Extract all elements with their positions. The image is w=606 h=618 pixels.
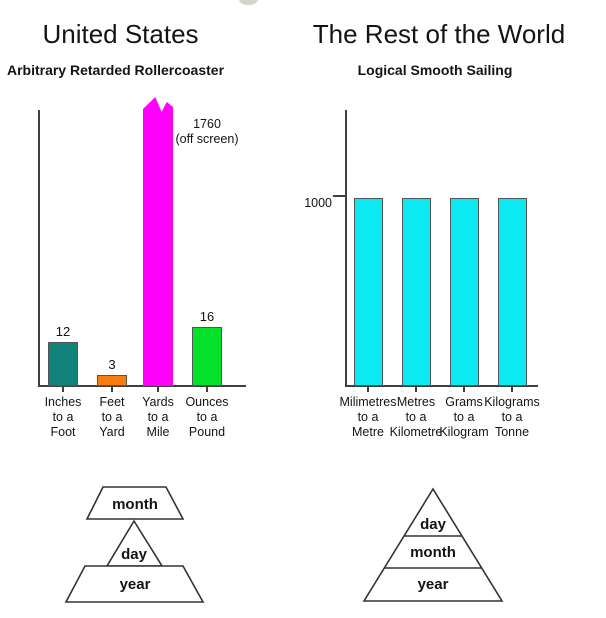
- x-tick-1: [111, 387, 113, 392]
- month-label: month: [112, 496, 158, 513]
- x-tick-2: [157, 387, 159, 392]
- world-y-tick-label: 1000: [304, 196, 332, 210]
- left-subtitle: Arbitrary Retarded Rollercoaster: [6, 62, 225, 78]
- bar-value-label-3: 16: [199, 309, 215, 324]
- us-y-axis: [38, 110, 40, 387]
- right-subtitle: Logical Smooth Sailing: [357, 62, 513, 78]
- bar-1: [401, 198, 431, 386]
- right-title: The Rest of the World: [312, 19, 566, 49]
- x-tick-0: [62, 387, 64, 392]
- category-label-3: Kilograms to a Tonne: [484, 395, 540, 439]
- world-x-axis: [345, 385, 538, 387]
- category-label-2: Yards to a Mile: [142, 395, 174, 439]
- category-label-0: Inches to a Foot: [44, 395, 82, 439]
- bar-0: [48, 342, 78, 386]
- bar-2: [449, 198, 479, 386]
- category-label-0: Milimetres to a Metre: [339, 395, 397, 439]
- category-label-2: Grams to a Kilogram: [439, 395, 489, 439]
- x-tick-3: [511, 387, 513, 392]
- bar-0: [353, 198, 383, 386]
- bar-3: [192, 327, 222, 386]
- us-date-pyramid: month day year: [64, 486, 205, 603]
- x-tick-2: [463, 387, 465, 392]
- x-tick-1: [415, 387, 417, 392]
- left-title: United States: [42, 19, 199, 49]
- category-label-1: Feet to a Yard: [99, 395, 125, 439]
- day-label: day: [420, 516, 447, 533]
- category-label-1: Metres to a Kilometre: [389, 395, 443, 439]
- pyramid-outline: [362, 487, 504, 602]
- offscreen-annotation: 1760 (off screen): [175, 117, 239, 146]
- world-date-pyramid: day month year: [362, 487, 504, 602]
- month-slice: [85, 486, 185, 520]
- world-y-tick: [333, 195, 346, 197]
- year-label: year: [418, 576, 449, 593]
- bar-3: [497, 198, 527, 386]
- us-x-axis: [38, 385, 246, 387]
- x-tick-0: [367, 387, 369, 392]
- bar-2: [143, 97, 173, 386]
- bar-value-label-0: 12: [55, 324, 71, 339]
- decorative-circle: [239, 0, 258, 5]
- x-tick-3: [206, 387, 208, 392]
- year-label: year: [120, 576, 151, 593]
- world-y-axis: [345, 110, 347, 387]
- year-slice: [64, 565, 205, 603]
- day-label: day: [121, 546, 148, 563]
- bar-value-label-1: 3: [108, 357, 116, 372]
- category-label-3: Ounces to a Pound: [185, 395, 229, 439]
- bar-1: [97, 375, 127, 386]
- month-label: month: [410, 544, 456, 561]
